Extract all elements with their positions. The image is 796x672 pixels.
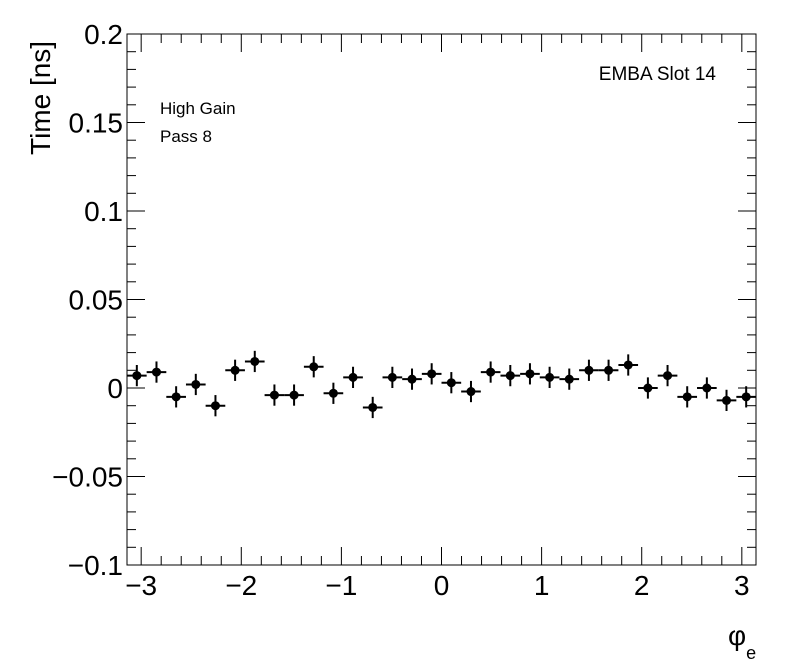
data-point <box>244 350 265 373</box>
y-tick-label: 0.05 <box>69 285 124 316</box>
point-marker <box>328 388 338 398</box>
x-axis-title-symbol: φ <box>728 620 746 651</box>
data-point <box>421 363 442 385</box>
data-point <box>225 359 245 381</box>
point-marker <box>682 392 692 402</box>
data-point <box>441 372 462 394</box>
point-marker <box>171 392 181 402</box>
data-point <box>716 389 737 412</box>
point-marker <box>446 378 456 388</box>
point-marker <box>191 379 201 389</box>
axis-ticks <box>127 33 756 566</box>
point-marker <box>210 401 220 411</box>
x-tick-label: 0 <box>434 570 450 601</box>
point-marker <box>505 371 515 381</box>
x-tick-label: 1 <box>534 570 550 601</box>
point-marker <box>525 369 535 379</box>
point-marker <box>132 371 142 381</box>
data-point <box>362 396 383 419</box>
point-marker <box>584 365 594 375</box>
gain-label: High Gain <box>160 99 236 118</box>
point-marker <box>250 356 260 366</box>
data-point <box>598 359 619 381</box>
data-point <box>677 386 698 408</box>
point-marker <box>309 362 319 372</box>
y-tick-label: 0.2 <box>84 19 123 50</box>
point-marker <box>486 367 496 377</box>
x-tick-label: −3 <box>125 570 157 601</box>
y-tick-label: 0.15 <box>69 108 124 139</box>
point-marker <box>604 365 614 375</box>
module-label: EMBA Slot 14 <box>599 64 717 85</box>
point-marker <box>289 390 299 400</box>
y-tick-label: 0.1 <box>84 196 123 227</box>
data-point <box>166 386 186 408</box>
data-point <box>638 377 658 399</box>
point-marker <box>387 372 397 382</box>
data-point <box>579 359 599 381</box>
data-point <box>382 366 403 388</box>
data-point <box>500 364 521 387</box>
point-marker <box>741 392 751 402</box>
point-marker <box>466 387 476 397</box>
y-tick-label: 0 <box>107 373 123 404</box>
data-point <box>205 395 226 417</box>
tick-labels: −3 −2 −1 0 1 2 3 −0.1 −0.05 0 0.05 0.1 0.15 0.2 <box>52 19 749 601</box>
point-marker <box>427 369 437 379</box>
data-point <box>146 361 167 383</box>
x-tick-label: 3 <box>734 570 750 601</box>
data-point <box>559 368 580 390</box>
point-marker <box>545 372 555 382</box>
data-point <box>185 373 206 396</box>
point-marker <box>348 372 358 382</box>
point-marker <box>230 365 240 375</box>
y-tick-label: −0.1 <box>68 550 123 581</box>
data-point <box>736 386 757 408</box>
y-axis-title: Time [ns] <box>25 41 56 155</box>
data-point <box>343 366 363 388</box>
data-point <box>303 356 324 378</box>
point-marker <box>368 402 378 412</box>
data-point <box>461 380 481 403</box>
x-axis-title: φe <box>728 620 756 663</box>
point-marker <box>663 371 673 381</box>
point-marker <box>269 390 279 400</box>
data-point <box>126 364 147 387</box>
data-point <box>480 361 501 383</box>
x-tick-label: 2 <box>634 570 650 601</box>
x-tick-label: −2 <box>225 570 257 601</box>
data-point <box>323 382 344 404</box>
data-point <box>264 384 285 406</box>
data-point <box>539 366 560 388</box>
data-point <box>284 384 304 406</box>
point-marker <box>702 383 712 393</box>
data-point <box>697 377 717 399</box>
point-marker <box>564 374 574 384</box>
x-tick-label: −1 <box>325 570 357 601</box>
data-point <box>618 354 639 376</box>
x-axis-title-subscript: e <box>746 643 756 663</box>
y-tick-label: −0.05 <box>52 462 123 493</box>
point-marker <box>623 360 633 370</box>
point-marker <box>722 395 732 405</box>
point-marker <box>151 367 161 377</box>
data-points <box>126 350 757 419</box>
pass-label: Pass 8 <box>160 127 212 146</box>
data-point <box>402 368 422 390</box>
point-marker <box>643 383 653 393</box>
data-point <box>520 363 540 385</box>
point-marker <box>407 374 417 384</box>
data-point <box>657 364 678 387</box>
